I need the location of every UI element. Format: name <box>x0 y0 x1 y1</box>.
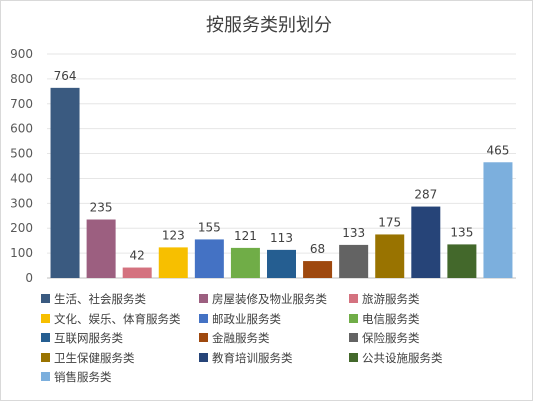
legend-swatch <box>199 333 208 342</box>
y-tick-label: 200 <box>10 221 33 235</box>
bar <box>447 244 477 278</box>
data-label: 764 <box>54 69 77 83</box>
legend-label: 教育培训服务类 <box>212 350 293 365</box>
legend-label: 互联网服务类 <box>54 331 123 345</box>
bar <box>50 87 80 278</box>
legend-swatch <box>41 333 50 342</box>
legend-swatch <box>199 352 208 362</box>
bar <box>303 261 333 278</box>
y-tick-label: 600 <box>10 122 33 136</box>
legend-item: 文化、娱乐、体育服务类 <box>41 311 181 327</box>
legend-swatch <box>41 313 50 323</box>
y-tick-label: 100 <box>10 246 33 260</box>
bar <box>86 219 116 278</box>
bar <box>375 234 405 278</box>
data-label: 235 <box>90 201 113 215</box>
legend-label: 金融服务类 <box>212 331 270 345</box>
data-label: 135 <box>450 225 473 239</box>
bar <box>483 162 513 278</box>
legend-swatch <box>199 313 208 323</box>
legend-label: 房屋装修及物业服务类 <box>212 292 327 306</box>
legend-item: 旅游服务类 <box>349 291 420 307</box>
legend-item: 销售服务类 <box>41 369 112 385</box>
data-label: 133 <box>342 226 365 240</box>
bar <box>194 239 224 278</box>
legend-label: 文化、娱乐、体育服务类 <box>54 311 181 326</box>
y-tick-label: 700 <box>10 97 33 111</box>
legend-item: 公共设施服务类 <box>349 350 443 366</box>
legend-item: 房屋装修及物业服务类 <box>199 291 327 307</box>
legend-label: 销售服务类 <box>54 370 112 384</box>
legend-label: 旅游服务类 <box>362 292 420 306</box>
legend-item: 金融服务类 <box>199 330 270 346</box>
legend-label: 公共设施服务类 <box>362 350 443 365</box>
data-label: 175 <box>378 215 401 229</box>
legend-item: 保险服务类 <box>349 330 420 346</box>
data-label: 287 <box>414 188 437 202</box>
data-labels: 764 235 42 123 155 121 113 68 133 175 287 135 465 <box>54 69 510 263</box>
y-axis-ticks: 0 100 200 300 400 500 600 700 800 900 <box>10 47 33 285</box>
legend-swatch <box>41 294 50 303</box>
legend-label: 电信服务类 <box>362 311 420 326</box>
data-label: 121 <box>234 229 257 243</box>
legend-label: 卫生保健服务类 <box>54 350 135 365</box>
chart-frame: 按服务类别划分 0 100 200 300 400 500 600 700 800 900 764… <box>0 0 533 401</box>
bar <box>158 247 188 278</box>
y-tick-label: 500 <box>10 147 33 161</box>
legend-item: 教育培训服务类 <box>199 350 293 366</box>
legend-swatch <box>41 352 50 362</box>
y-tick-label: 800 <box>10 72 33 86</box>
data-label: 123 <box>162 228 185 242</box>
legend-swatch <box>349 313 358 323</box>
data-label: 42 <box>130 249 145 263</box>
data-label: 68 <box>310 242 325 256</box>
data-label: 155 <box>198 220 221 234</box>
legend-swatch <box>349 294 358 303</box>
y-tick-label: 400 <box>10 171 33 185</box>
legend-label: 生活、社会服务类 <box>54 292 146 306</box>
chart-title: 按服务类别划分 <box>206 15 332 36</box>
legend-item: 电信服务类 <box>349 311 420 327</box>
legend-swatch <box>349 333 358 342</box>
legend-swatch <box>349 352 358 362</box>
bar <box>411 206 441 278</box>
legend-item: 邮政业服务类 <box>199 311 281 327</box>
y-tick-label: 300 <box>10 196 33 210</box>
legend-label: 邮政业服务类 <box>212 311 281 326</box>
bars <box>50 87 513 278</box>
bar <box>339 244 369 278</box>
bar <box>230 247 260 278</box>
data-label: 465 <box>487 143 510 157</box>
bar <box>122 267 152 278</box>
y-tick-label: 900 <box>10 47 33 61</box>
legend-swatch <box>199 294 208 303</box>
legend-label: 保险服务类 <box>362 331 420 345</box>
legend-item: 生活、社会服务类 <box>41 291 146 307</box>
y-tick-label: 0 <box>25 271 33 285</box>
data-label: 113 <box>270 231 293 245</box>
legend-item: 卫生保健服务类 <box>41 350 135 366</box>
bar <box>267 249 296 278</box>
legend-swatch <box>41 372 50 381</box>
legend-item: 互联网服务类 <box>41 330 123 346</box>
